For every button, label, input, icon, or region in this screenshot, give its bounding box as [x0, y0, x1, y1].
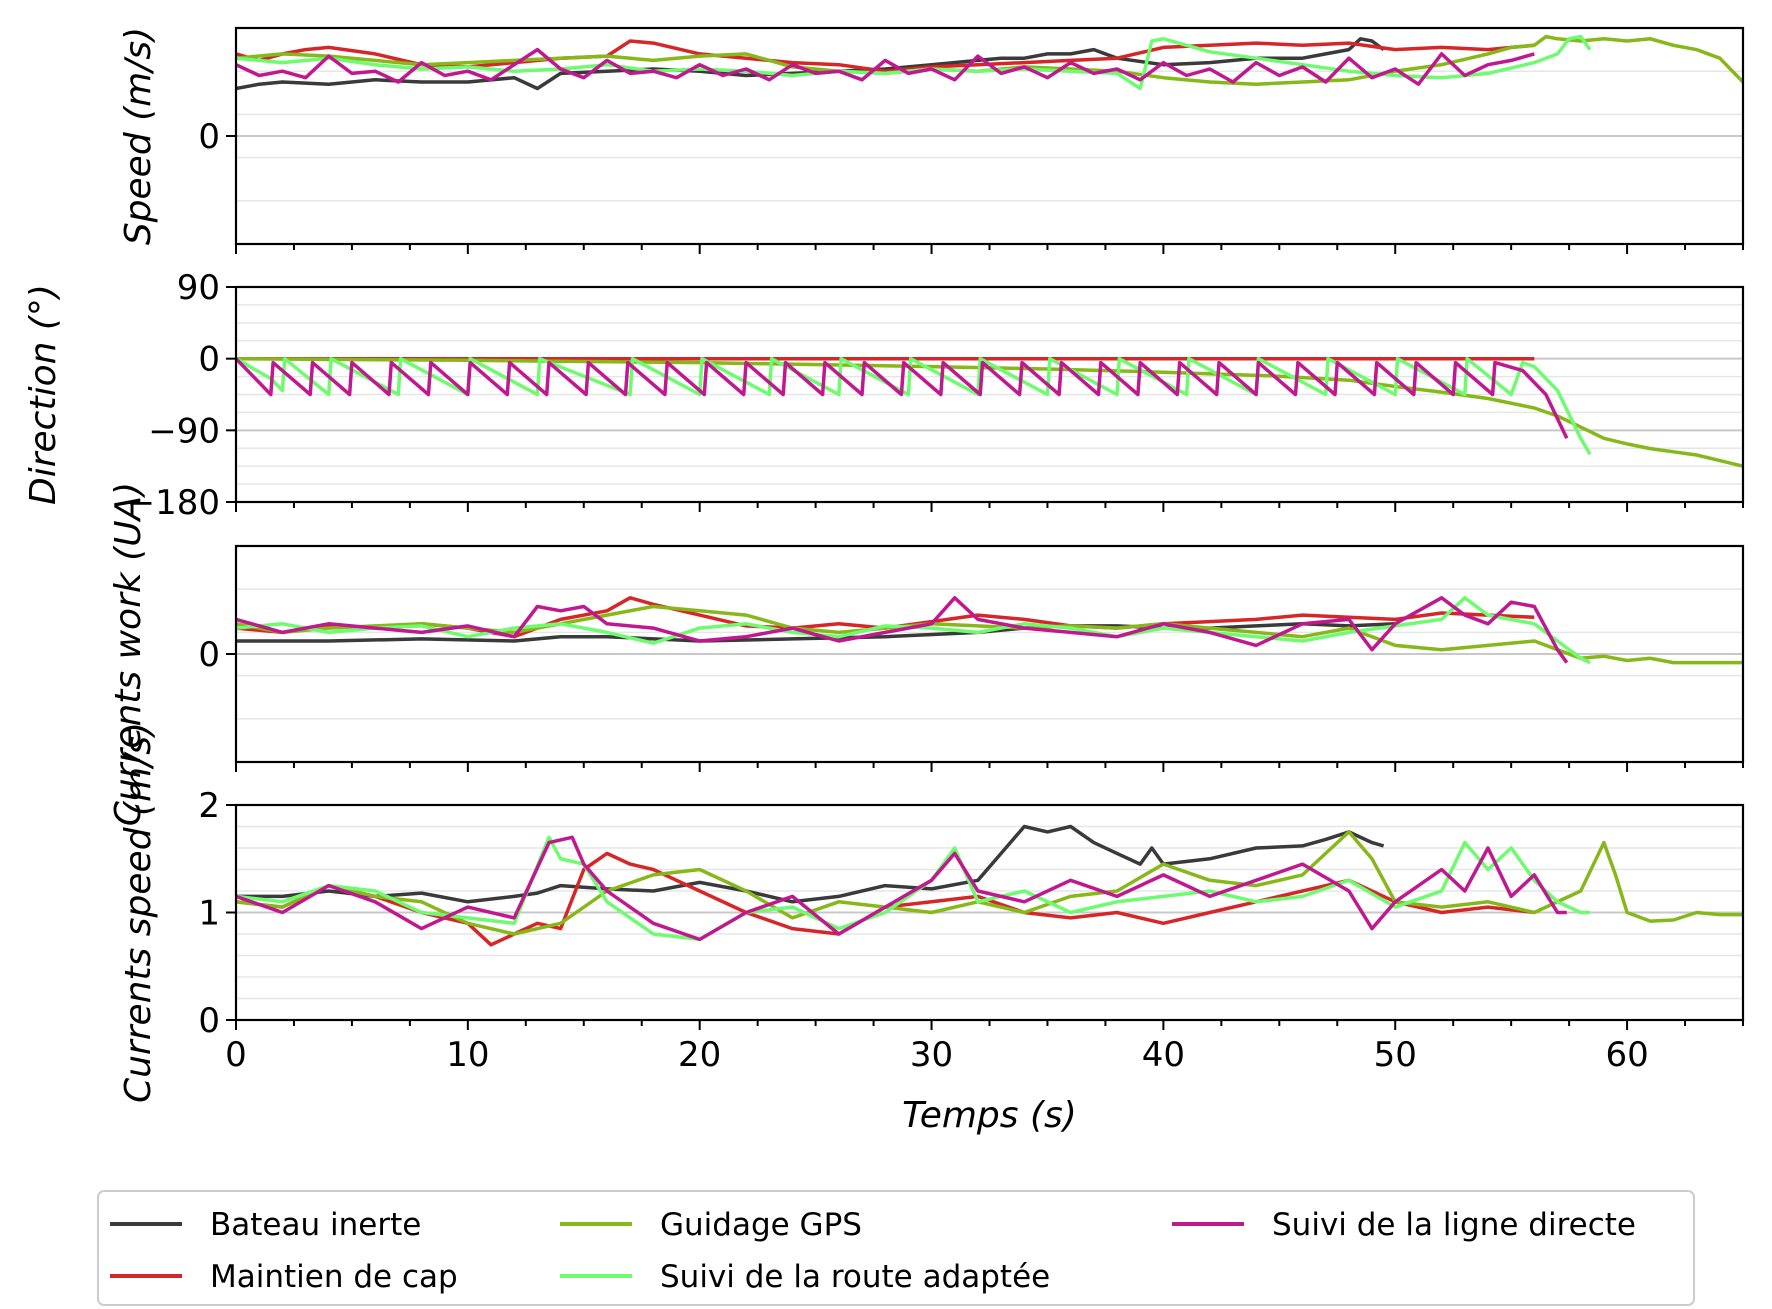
x-tick-label: 20	[678, 1035, 721, 1075]
y-axis-label: Currents speed (m/s)	[118, 722, 159, 1103]
panel-3: 0 Currents work (UA)	[108, 482, 1745, 826]
legend-label: Bateau inerte	[210, 1207, 421, 1243]
series-line-guidage-gps	[236, 830, 1743, 936]
series-line-guidage-gps	[236, 356, 1743, 468]
panel-4: 0 1 2 Currents speed (m/s)	[118, 722, 1745, 1103]
y-tick-label: 90	[177, 268, 220, 308]
series-line-maintien-de-cap	[236, 851, 1535, 947]
y-axis-label: Direction (°)	[23, 284, 64, 505]
legend-label: Suivi de la route adaptée	[660, 1259, 1050, 1295]
legend-label: Suivi de la ligne directe	[1272, 1207, 1636, 1243]
series-line-bateau-inerte	[236, 37, 1385, 91]
series-group	[236, 824, 1743, 947]
y-axis-label: Currents work (UA)	[108, 482, 149, 826]
x-tick-label: 0	[225, 1035, 247, 1075]
x-tick-label: 40	[1142, 1035, 1185, 1075]
y-tick-label: 0	[198, 1001, 220, 1041]
x-tick-label: 50	[1374, 1035, 1417, 1075]
y-tick-label: 1	[198, 894, 220, 934]
series-line-guidage-gps	[236, 34, 1743, 86]
legend: Bateau inerte Maintien de cap Guidage GPS S…	[97, 1190, 1695, 1306]
series-group	[236, 356, 1743, 468]
y-tick-label: 2	[198, 786, 220, 826]
series-line-suivi-de-la-ligne-directe	[236, 357, 1569, 440]
legend-label: Guidage GPS	[660, 1207, 862, 1243]
x-tick-label: 30	[910, 1035, 953, 1075]
legend-box	[97, 1190, 1695, 1306]
y-tick-label: 0	[198, 340, 220, 380]
x-tick-label: 60	[1605, 1035, 1648, 1075]
series-group	[236, 596, 1743, 665]
series-line-suivi-de-la-route-adaptee	[236, 596, 1591, 665]
series-line-suivi-de-la-route-adaptee	[236, 34, 1592, 91]
y-tick-label: 0	[198, 117, 220, 157]
legend-label: Maintien de cap	[210, 1259, 458, 1295]
series-line-suivi-de-la-ligne-directe	[236, 596, 1569, 664]
y-tick-label: −90	[148, 411, 220, 451]
y-tick-label: −180	[127, 483, 220, 523]
panel-1: 0 Speed (m/s)	[118, 27, 1745, 254]
series-line-maintien-de-cap	[236, 39, 1535, 73]
series-group	[236, 34, 1743, 91]
series-line-suivi-de-la-ligne-directe	[236, 47, 1535, 86]
x-axis-label: Temps (s)	[902, 1095, 1077, 1136]
series-line-suivi-de-la-ligne-directe	[236, 835, 1567, 942]
y-axis-label: Speed (m/s)	[118, 27, 159, 245]
panel-2: 90 0 −90 −180 Direction (°)	[23, 268, 1745, 523]
y-tick-label: 0	[198, 635, 220, 675]
series-line-suivi-de-la-route-adaptee	[236, 835, 1590, 942]
panels: 0 Speed (m/s) 90 0 −90 −180 Direction (°) 0 Curr…	[23, 27, 1745, 1103]
series-line-bateau-inerte	[236, 824, 1385, 904]
x-tick-label: 10	[446, 1035, 489, 1075]
series-line-guidage-gps	[236, 604, 1743, 665]
